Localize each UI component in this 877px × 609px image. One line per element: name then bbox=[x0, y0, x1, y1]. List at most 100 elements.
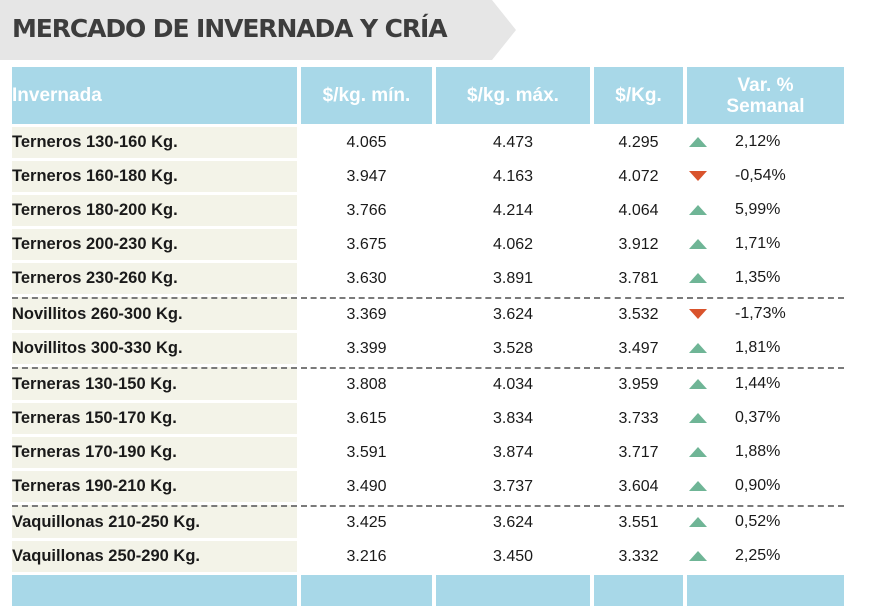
category-name: Novillitos 300-330 Kg. bbox=[12, 333, 297, 364]
weekly-variation: 5,99% bbox=[687, 195, 844, 226]
header-var: Var. % Semanal bbox=[687, 67, 844, 124]
header-row: Invernada $/kg. mín. $/kg. máx. $/Kg. Va… bbox=[12, 67, 844, 124]
price-min: 3.490 bbox=[301, 471, 432, 502]
price-min: 3.399 bbox=[301, 333, 432, 364]
category-name: Terneros 130-160 Kg. bbox=[12, 127, 297, 158]
price-min: 4.065 bbox=[301, 127, 432, 158]
footer-row bbox=[12, 575, 844, 606]
price-avg: 3.532 bbox=[594, 297, 683, 330]
triangle-up-icon bbox=[689, 239, 707, 250]
triangle-up-icon bbox=[689, 137, 707, 148]
price-max: 4.034 bbox=[436, 367, 590, 400]
table-row: Terneros 180-200 Kg. 3.766 4.214 4.064 5,99% bbox=[12, 195, 844, 226]
price-avg: 3.733 bbox=[594, 403, 683, 434]
table-row: Novillitos 260-300 Kg. 3.369 3.624 3.532 -1,… bbox=[12, 297, 844, 330]
variation-value: 0,90% bbox=[735, 477, 781, 495]
triangle-up-icon bbox=[689, 413, 707, 424]
table-row: Terneros 230-260 Kg. 3.630 3.891 3.781 1,35% bbox=[12, 263, 844, 294]
category-name: Terneras 170-190 Kg. bbox=[12, 437, 297, 468]
variation-value: 0,37% bbox=[735, 409, 781, 427]
weekly-variation: -0,54% bbox=[687, 161, 844, 192]
footer-cell bbox=[301, 575, 432, 606]
category-name: Terneros 230-260 Kg. bbox=[12, 263, 297, 294]
triangle-up-icon bbox=[689, 517, 707, 528]
category-name: Terneras 190-210 Kg. bbox=[12, 471, 297, 502]
variation-value: 2,25% bbox=[735, 547, 781, 565]
variation-value: 1,88% bbox=[735, 443, 781, 461]
price-max: 3.874 bbox=[436, 437, 590, 468]
price-max: 3.891 bbox=[436, 263, 590, 294]
weekly-variation: 0,37% bbox=[687, 403, 844, 434]
price-max: 4.214 bbox=[436, 195, 590, 226]
price-min: 3.630 bbox=[301, 263, 432, 294]
variation-value: -1,73% bbox=[735, 305, 786, 323]
price-avg: 4.295 bbox=[594, 127, 683, 158]
price-avg: 3.497 bbox=[594, 333, 683, 364]
price-avg: 3.717 bbox=[594, 437, 683, 468]
price-avg: 3.332 bbox=[594, 541, 683, 572]
weekly-variation: 0,52% bbox=[687, 505, 844, 538]
weekly-variation: 1,81% bbox=[687, 333, 844, 364]
title-banner bbox=[0, 0, 516, 60]
weekly-variation: 2,12% bbox=[687, 127, 844, 158]
price-avg: 4.064 bbox=[594, 195, 683, 226]
price-min: 3.216 bbox=[301, 541, 432, 572]
table-body: Terneros 130-160 Kg. 4.065 4.473 4.295 2,12%… bbox=[12, 127, 844, 606]
table-row: Terneras 130-150 Kg. 3.808 4.034 3.959 1,44% bbox=[12, 367, 844, 400]
weekly-variation: 1,88% bbox=[687, 437, 844, 468]
variation-value: 1,81% bbox=[735, 339, 781, 357]
price-max: 3.834 bbox=[436, 403, 590, 434]
category-name: Terneros 160-180 Kg. bbox=[12, 161, 297, 192]
triangle-up-icon bbox=[689, 343, 707, 354]
variation-value: -0,54% bbox=[735, 167, 786, 185]
table-row: Terneros 160-180 Kg. 3.947 4.163 4.072 -0,54… bbox=[12, 161, 844, 192]
price-max: 3.528 bbox=[436, 333, 590, 364]
market-table: Invernada $/kg. mín. $/kg. máx. $/Kg. Va… bbox=[8, 64, 848, 609]
category-name: Novillitos 260-300 Kg. bbox=[12, 297, 297, 330]
table-row: Vaquillonas 250-290 Kg. 3.216 3.450 3.332 2,… bbox=[12, 541, 844, 572]
price-max: 3.624 bbox=[436, 297, 590, 330]
price-min: 3.766 bbox=[301, 195, 432, 226]
footer-cell bbox=[12, 575, 297, 606]
table-row: Terneras 170-190 Kg. 3.591 3.874 3.717 1,88% bbox=[12, 437, 844, 468]
table-row: Terneros 200-230 Kg. 3.675 4.062 3.912 1,71% bbox=[12, 229, 844, 260]
triangle-up-icon bbox=[689, 379, 707, 390]
triangle-up-icon bbox=[689, 447, 707, 458]
triangle-up-icon bbox=[689, 273, 707, 284]
price-max: 3.624 bbox=[436, 505, 590, 538]
header-avg: $/Kg. bbox=[594, 67, 683, 124]
footer-cell bbox=[687, 575, 844, 606]
price-min: 3.425 bbox=[301, 505, 432, 538]
triangle-down-icon bbox=[689, 171, 707, 182]
price-avg: 3.781 bbox=[594, 263, 683, 294]
price-min: 3.808 bbox=[301, 367, 432, 400]
triangle-up-icon bbox=[689, 205, 707, 216]
footer-cell bbox=[436, 575, 590, 606]
price-max: 4.163 bbox=[436, 161, 590, 192]
price-max: 4.062 bbox=[436, 229, 590, 260]
header-invernada: Invernada bbox=[12, 67, 297, 124]
price-max: 4.473 bbox=[436, 127, 590, 158]
category-name: Terneros 200-230 Kg. bbox=[12, 229, 297, 260]
price-min: 3.591 bbox=[301, 437, 432, 468]
price-avg: 3.604 bbox=[594, 471, 683, 502]
weekly-variation: 1,71% bbox=[687, 229, 844, 260]
variation-value: 0,52% bbox=[735, 513, 781, 531]
variation-value: 1,44% bbox=[735, 375, 781, 393]
price-min: 3.369 bbox=[301, 297, 432, 330]
table-row: Novillitos 300-330 Kg. 3.399 3.528 3.497 1,8… bbox=[12, 333, 844, 364]
price-avg: 3.959 bbox=[594, 367, 683, 400]
price-max: 3.737 bbox=[436, 471, 590, 502]
weekly-variation: 2,25% bbox=[687, 541, 844, 572]
header-min: $/kg. mín. bbox=[301, 67, 432, 124]
price-avg: 3.551 bbox=[594, 505, 683, 538]
price-min: 3.615 bbox=[301, 403, 432, 434]
category-name: Vaquillonas 210-250 Kg. bbox=[12, 505, 297, 538]
triangle-down-icon bbox=[689, 309, 707, 320]
table-row: Vaquillonas 210-250 Kg. 3.425 3.624 3.551 0,… bbox=[12, 505, 844, 538]
weekly-variation: 1,35% bbox=[687, 263, 844, 294]
variation-value: 1,35% bbox=[735, 269, 781, 287]
price-min: 3.947 bbox=[301, 161, 432, 192]
category-name: Terneras 150-170 Kg. bbox=[12, 403, 297, 434]
triangle-up-icon bbox=[689, 551, 707, 562]
